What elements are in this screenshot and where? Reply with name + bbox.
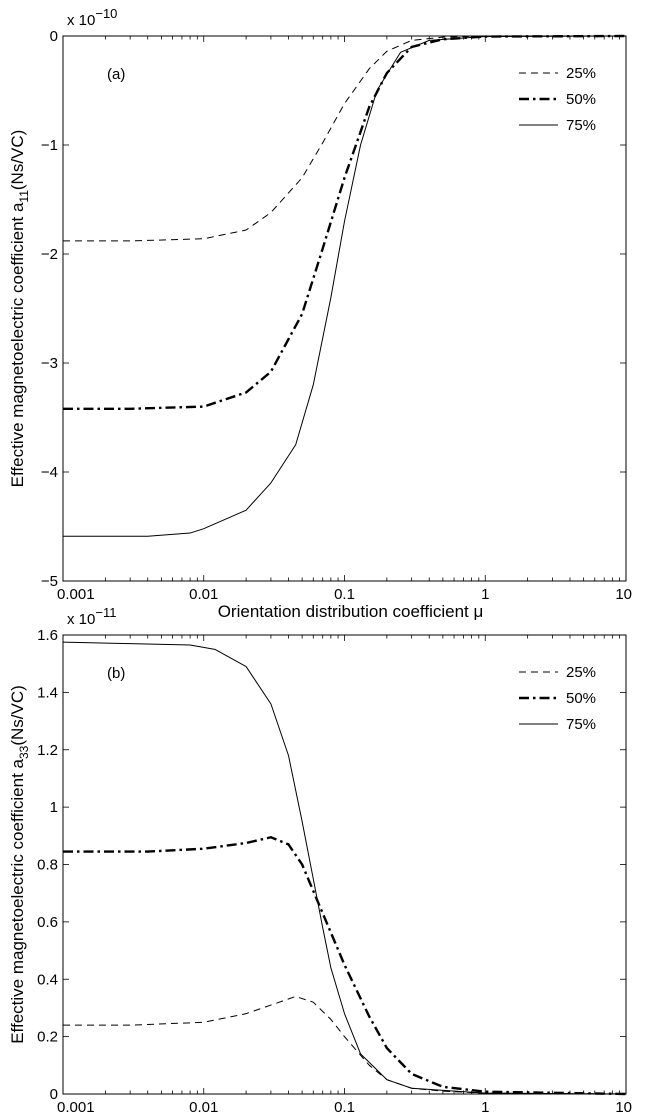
series-line-50pct (63, 836, 627, 1096)
x-axis-label: Orientation distribution coefficient μ (218, 602, 484, 621)
y-tick-label: 0.2 (37, 1029, 58, 1046)
y-axis-label-subscript: 11 (17, 190, 31, 203)
x-tick-label: 0.1 (334, 1099, 355, 1112)
x-tick-label: 10 (615, 1099, 632, 1112)
y-tick-label: 1.2 (37, 742, 58, 759)
series-line-75pct (62, 641, 627, 1095)
y-axis-label-main: Effective magnetoelectric coefficient a (8, 202, 27, 487)
x-tick-label: 10 (615, 586, 632, 603)
y-multiplier: x 10−10 (67, 6, 117, 29)
series-line-75pct (63, 35, 627, 537)
y-axis-label-main: Effective magnetoelectric coefficient a (8, 758, 27, 1043)
y-tick-label: 1.6 (37, 627, 58, 644)
y-axis-label: Effective magnetoelectric coefficient a1… (8, 130, 31, 488)
legend-label: 25% (566, 65, 596, 82)
y-multiplier-base: x 10 (67, 12, 95, 29)
panel-b: 0.001 0.01 0.1 1 10 0 0.2 0.4 0.6 0.8 1 1.2 1.4 1.6 x … (8, 605, 632, 1112)
y-tick-label: −3 (41, 355, 58, 372)
y-tick-label: 0.4 (37, 971, 58, 988)
y-tick-label: 1 (50, 799, 58, 816)
series-line-25pct (63, 995, 627, 1095)
plot-frame (62, 35, 627, 582)
legend-label: 25% (566, 664, 596, 681)
y-axis-label-unit: (Ns/VC) (8, 685, 27, 745)
y-axis-label-unit: (Ns/VC) (8, 130, 27, 190)
y-multiplier-exponent: −11 (95, 605, 116, 620)
y-multiplier-exponent: −10 (95, 6, 117, 21)
series-line-25pct (63, 35, 626, 242)
y-tick-label: −4 (41, 464, 58, 481)
legend-label: 50% (566, 91, 596, 108)
plot-frame (62, 634, 627, 1095)
y-axis-label: Effective magnetoelectric coefficient a3… (8, 685, 31, 1044)
legend-label: 75% (566, 117, 596, 134)
y-tick-label: 0 (50, 28, 58, 45)
y-tick-label: −1 (41, 137, 58, 154)
series-line-50pct (63, 34, 627, 410)
x-tick-label: 0.01 (189, 1099, 218, 1112)
x-tick-label: 0.001 (57, 586, 95, 603)
x-tick-label: 0.1 (334, 586, 355, 603)
legend-label: 50% (566, 690, 596, 707)
y-tick-label: 1.4 (37, 684, 58, 701)
y-tick-label: 0.8 (37, 857, 58, 874)
legend-label: 75% (566, 716, 596, 733)
x-tick-label: 1 (481, 1099, 489, 1112)
panel-label: (b) (107, 665, 125, 682)
panel-a: 0.001 0.01 0.1 1 10 0 −1 −2 −3 −4 −5 x 10−10 Orienta… (8, 6, 632, 621)
x-tick-label: 0.001 (57, 1099, 95, 1112)
y-multiplier: x 10−11 (67, 605, 116, 628)
y-multiplier-base: x 10 (67, 611, 95, 628)
panel-label: (a) (107, 66, 125, 83)
y-tick-label: 0 (50, 1086, 58, 1103)
y-tick-label: −2 (41, 246, 58, 263)
y-axis-label-subscript: 33 (17, 745, 31, 759)
x-tick-label: 1 (481, 586, 489, 603)
x-tick-label: 0.01 (189, 586, 218, 603)
y-tick-label: 0.6 (37, 914, 58, 931)
y-tick-label: −5 (41, 573, 58, 590)
